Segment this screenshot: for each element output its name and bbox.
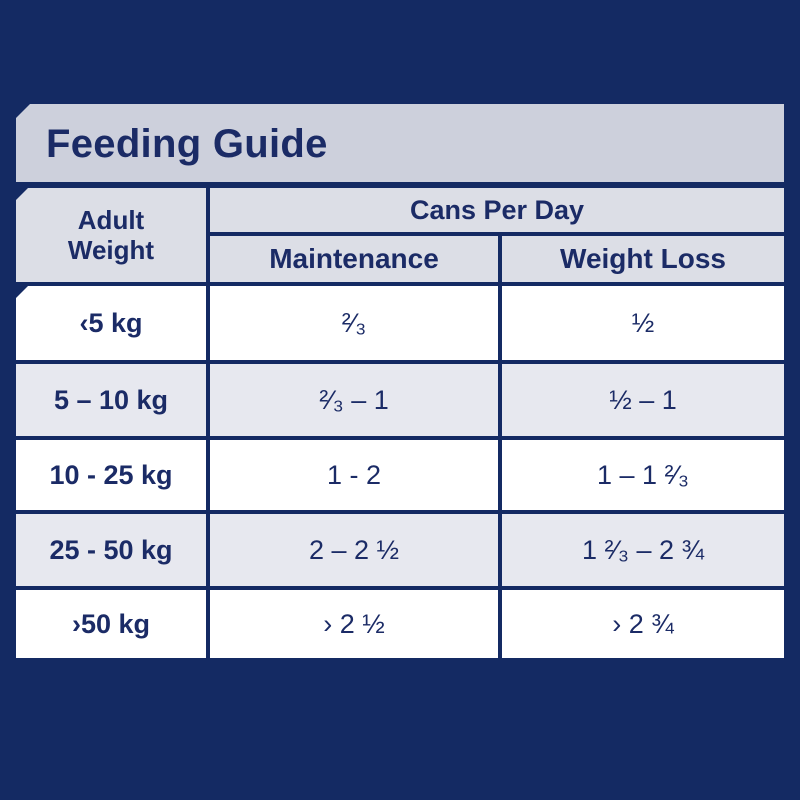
adult-weight-header: Adult Weight	[16, 188, 206, 282]
maintenance-cell: ²⁄₃	[210, 286, 498, 360]
title-bar: Feeding Guide	[16, 104, 784, 182]
maintenance-cell: › 2 ½	[210, 590, 498, 658]
weight-loss-cell: ½ – 1	[502, 364, 784, 436]
weight-loss-cell: 1 ²⁄₃ – 2 ¾	[502, 514, 784, 586]
weight-loss-cell-text: 1 ²⁄₃ – 2 ¾	[581, 534, 705, 565]
weight-cell: ‹5 kg	[16, 286, 206, 360]
maintenance-header: Maintenance	[210, 236, 498, 282]
weight-cell-text: 5 – 10 kg	[53, 384, 169, 415]
weight-loss-header: Weight Loss	[502, 236, 784, 282]
weight-cell-text: 10 - 25 kg	[49, 459, 173, 490]
cans-per-day-label: Cans Per Day	[409, 194, 585, 225]
weight-loss-cell-text: ½ – 1	[609, 384, 677, 415]
weight-loss-cell: ½	[502, 286, 784, 360]
maintenance-cell-text: › 2 ½	[323, 608, 385, 639]
weight-cell-text: ‹5 kg	[79, 307, 143, 338]
feeding-guide-table: Feeding Guide Adult Weight Cans Per Day …	[16, 104, 784, 658]
maintenance-cell-text: ²⁄₃	[341, 307, 367, 338]
weight-loss-cell-text: ½	[631, 307, 655, 338]
weight-loss-label: Weight Loss	[560, 243, 726, 274]
maintenance-cell: 2 – 2 ½	[210, 514, 498, 586]
weight-cell: 5 – 10 kg	[16, 364, 206, 436]
weight-loss-cell: › 2 ¾	[502, 590, 784, 658]
weight-cell: 25 - 50 kg	[16, 514, 206, 586]
weight-cell: 10 - 25 kg	[16, 440, 206, 510]
adult-weight-header-line1: Adult	[77, 205, 145, 235]
maintenance-cell-text: 2 – 2 ½	[308, 534, 400, 565]
weight-loss-cell: 1 – 1 ²⁄₃	[502, 440, 784, 510]
maintenance-cell-text: ²⁄₃ – 1	[319, 384, 389, 415]
weight-loss-cell-text: › 2 ¾	[612, 608, 674, 639]
maintenance-cell-text: 1 - 2	[326, 459, 382, 490]
maintenance-cell: ²⁄₃ – 1	[210, 364, 498, 436]
adult-weight-header-line2: Weight	[67, 235, 155, 265]
maintenance-cell: 1 - 2	[210, 440, 498, 510]
weight-cell: ›50 kg	[16, 590, 206, 658]
weight-loss-cell-text: 1 – 1 ²⁄₃	[596, 459, 690, 490]
cans-per-day-header: Cans Per Day	[210, 188, 784, 232]
page-title: Feeding Guide	[46, 122, 328, 166]
maintenance-label: Maintenance	[269, 243, 439, 274]
weight-cell-text: 25 - 50 kg	[49, 534, 173, 565]
weight-cell-text: ›50 kg	[71, 608, 151, 639]
